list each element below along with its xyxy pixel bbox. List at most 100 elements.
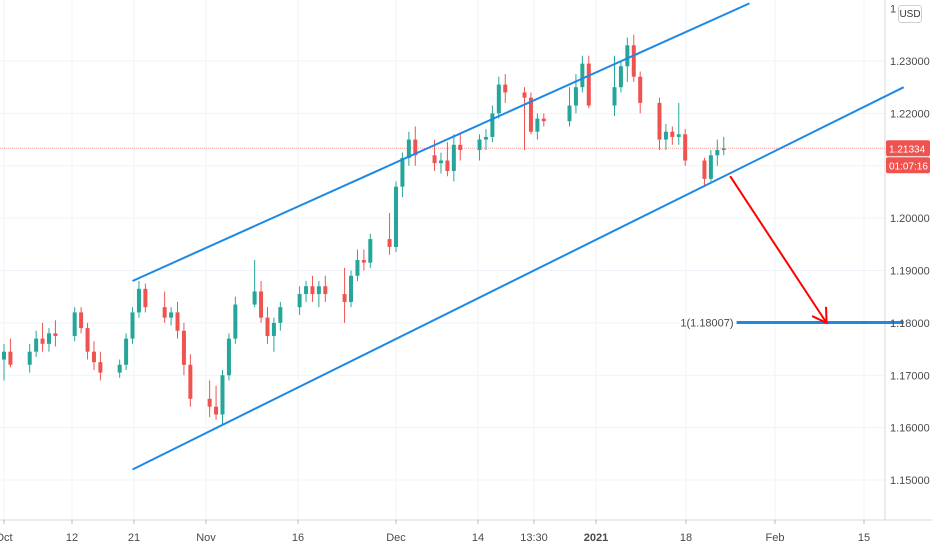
candle-body xyxy=(136,288,141,313)
candle-body xyxy=(130,312,135,339)
currency-button[interactable]: USD xyxy=(898,5,922,23)
candle-body xyxy=(573,87,578,106)
price-tick-label: 1.17000 xyxy=(890,370,930,382)
candle-body xyxy=(40,338,45,344)
candle-body xyxy=(271,322,276,336)
candle-body xyxy=(631,45,636,77)
candle-body xyxy=(503,84,508,93)
candle-body xyxy=(349,275,354,302)
candle-body xyxy=(91,351,96,363)
candle-body xyxy=(702,160,707,179)
drawings[interactable]: 1(1.18007) xyxy=(132,2,905,471)
candle-body xyxy=(124,338,129,365)
price-tick-label: 1.19000 xyxy=(890,266,930,278)
candle-body xyxy=(259,291,264,318)
price-tick-label: 1.15000 xyxy=(890,475,930,487)
candle-body xyxy=(438,160,443,164)
time-tick-label: Dec xyxy=(386,532,406,544)
time-tick-label: 15 xyxy=(858,532,870,544)
candle-body xyxy=(226,338,231,376)
candle-body xyxy=(265,317,270,336)
candle-body xyxy=(304,286,309,295)
arrow-shaft[interactable] xyxy=(729,175,828,324)
candle-body xyxy=(496,84,501,114)
candle-body xyxy=(400,157,405,187)
candle-body xyxy=(72,312,77,336)
candle-body xyxy=(214,406,219,415)
candle-body xyxy=(342,294,347,302)
candle-body xyxy=(316,286,321,295)
axis-border xyxy=(0,0,932,521)
price-badge: 1.21334 01:07:16 xyxy=(886,140,930,174)
candle-body xyxy=(323,286,328,295)
candle-body xyxy=(432,155,437,164)
channel-upper-line[interactable] xyxy=(132,2,750,282)
candle-body xyxy=(8,351,13,365)
candle-body xyxy=(34,338,39,352)
price-tick-label: 1.20000 xyxy=(890,213,930,225)
candle-body xyxy=(117,364,122,373)
price-tick-label: 1.22000 xyxy=(890,108,930,120)
candle-body xyxy=(46,333,51,344)
candle-body xyxy=(79,312,84,329)
candle-body xyxy=(528,97,533,132)
candle-body xyxy=(252,291,257,305)
time-tick-label: 14 xyxy=(472,532,484,544)
time-tick-label: 18 xyxy=(680,532,692,544)
candle-body xyxy=(98,362,103,373)
candle-body xyxy=(445,160,450,171)
candle-body xyxy=(2,351,6,360)
price-tick-label: 1.16000 xyxy=(890,423,930,435)
candle-body xyxy=(220,375,225,415)
candle-body xyxy=(535,118,540,132)
time-tick-label: 21 xyxy=(128,532,140,544)
countdown-badge-value: 01:07:16 xyxy=(889,161,928,172)
price-axis[interactable]: 1.15000 1.16000 1.17000 1.18000 1.19000 1.200… xyxy=(890,4,930,487)
candle-body xyxy=(451,144,456,171)
price-tick-label: 1.18000 xyxy=(890,318,930,330)
time-tick-label: 12 xyxy=(66,532,78,544)
candle-body xyxy=(490,113,495,137)
time-axis[interactable]: Oct 12 21 Nov 16 Dec 14 13:30 2021 18 Feb 15 xyxy=(0,520,870,544)
candle-body xyxy=(387,239,392,247)
candle-body xyxy=(586,63,591,106)
countdown-badge-bg xyxy=(886,157,930,174)
candle-body xyxy=(394,186,398,247)
candle-body xyxy=(683,134,688,161)
candle-body xyxy=(483,136,488,140)
candle-body xyxy=(310,286,315,295)
candle-body xyxy=(721,148,726,151)
time-tick-label: Feb xyxy=(766,532,785,544)
arrow-head-icon xyxy=(811,306,828,325)
candle-body xyxy=(657,102,662,140)
time-tick-label: Oct xyxy=(0,532,13,544)
candle-body xyxy=(361,260,366,263)
candle-body xyxy=(188,364,193,399)
candle-body xyxy=(567,105,572,122)
candle-body xyxy=(625,45,630,67)
price-tick-label: 1.23000 xyxy=(890,56,930,68)
time-tick-label: 16 xyxy=(292,532,304,544)
candle-body xyxy=(618,66,623,88)
channel-lower-line[interactable] xyxy=(132,86,905,471)
candle-body xyxy=(53,333,58,336)
candle-body xyxy=(368,239,373,263)
time-tick-label: 13:30 xyxy=(520,532,548,544)
grid xyxy=(0,0,885,520)
candle-body xyxy=(297,294,302,308)
candles xyxy=(2,34,726,426)
candle-body xyxy=(278,307,283,323)
candle-body xyxy=(406,139,411,158)
candle-body xyxy=(638,76,643,103)
candle-body xyxy=(522,92,527,98)
candle-body xyxy=(169,312,174,318)
candle-body xyxy=(355,260,360,276)
candle-body xyxy=(143,288,148,308)
candle-body xyxy=(175,312,180,331)
time-tick-label: Nov xyxy=(196,532,216,544)
time-tick-label: 2021 xyxy=(584,532,608,544)
candle-body xyxy=(85,328,90,352)
target-label: 1(1.18007) xyxy=(680,318,733,330)
